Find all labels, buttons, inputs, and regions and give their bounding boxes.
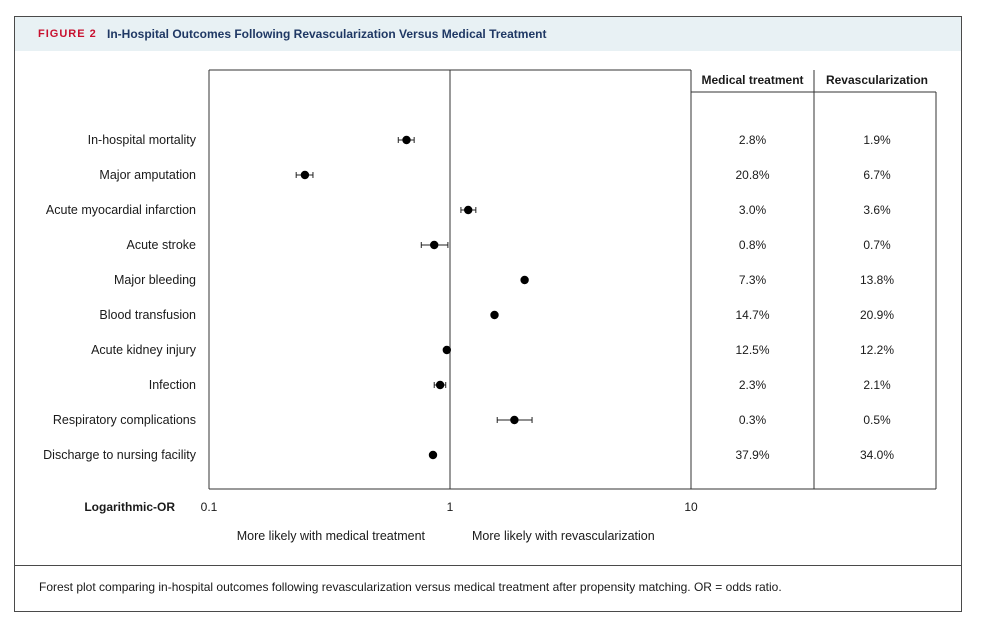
or-point: [510, 415, 519, 425]
figure-label: FIGURE 2: [38, 28, 97, 40]
outcome-label: Acute myocardial infarction: [46, 203, 196, 217]
outcome-label: Major bleeding: [114, 273, 196, 287]
or-point: [402, 135, 411, 145]
table-row: Acute kidney injury 12.5% 12.2%: [91, 343, 894, 357]
revasc-value: 12.2%: [860, 343, 894, 357]
table-row: Discharge to nursing facility 37.9% 34.0%: [43, 448, 894, 462]
table-row: In-hospital mortality 2.8% 1.9%: [88, 133, 891, 147]
x-tick-label: 1: [447, 500, 454, 514]
table-row: Infection 2.3% 2.1%: [149, 378, 891, 392]
outcome-label: Blood transfusion: [99, 308, 196, 322]
outcome-label: Acute kidney injury: [91, 343, 197, 357]
or-point: [464, 205, 473, 215]
or-point: [490, 310, 499, 320]
x-tick-label: 10: [684, 500, 698, 514]
x-tick-label: 0.1: [201, 500, 218, 514]
or-point: [435, 380, 445, 390]
table-row: Respiratory complications 0.3% 0.5%: [53, 413, 891, 427]
figure-caption: Forest plot comparing in-hospital outcom…: [39, 580, 782, 594]
revasc-value: 13.8%: [860, 273, 894, 287]
table-row: Acute myocardial infarction 3.0% 3.6%: [46, 203, 891, 217]
direction-label-revasc: More likely with revascularization: [472, 529, 655, 543]
table-headers: Medical treatment Revascularization: [701, 73, 928, 87]
direction-label-medical: More likely with medical treatment: [237, 529, 426, 543]
table-row: Major amputation 20.8% 6.7%: [99, 168, 891, 182]
or-point: [442, 345, 452, 355]
revasc-value: 20.9%: [860, 308, 894, 322]
revasc-value: 1.9%: [863, 133, 891, 147]
plot-frame: [208, 69, 937, 490]
or-point: [428, 450, 438, 460]
caption-divider: [15, 565, 961, 566]
outcome-label: Acute stroke: [127, 238, 197, 252]
medical-value: 3.0%: [739, 203, 767, 217]
table-row: Major bleeding 7.3% 13.8%: [114, 273, 894, 287]
outcome-label: Infection: [149, 378, 196, 392]
table-row: Acute stroke 0.8% 0.7%: [127, 238, 891, 252]
revasc-value: 34.0%: [860, 448, 894, 462]
revasc-value: 0.7%: [863, 238, 891, 252]
outcome-label: In-hospital mortality: [88, 133, 197, 147]
outcome-label: Discharge to nursing facility: [43, 448, 197, 462]
or-point: [520, 275, 529, 285]
medical-value: 20.8%: [735, 168, 769, 182]
figure-title: In-Hospital Outcomes Following Revascula…: [107, 27, 547, 41]
figure-header: FIGURE 2 In-Hospital Outcomes Following …: [15, 17, 961, 51]
medical-value: 37.9%: [735, 448, 769, 462]
medical-value: 2.3%: [739, 378, 767, 392]
outcome-label: Respiratory complications: [53, 413, 196, 427]
table-row: Blood transfusion 14.7% 20.9%: [99, 308, 894, 322]
or-point: [430, 240, 439, 250]
revasc-value: 0.5%: [863, 413, 891, 427]
x-axis: Logarithmic-OR 0.1 1 10 More likely with med…: [84, 500, 698, 543]
medical-value: 7.3%: [739, 273, 767, 287]
header-medical-treatment: Medical treatment: [701, 73, 803, 87]
x-axis-label: Logarithmic-OR: [84, 500, 175, 514]
revasc-value: 2.1%: [863, 378, 891, 392]
revasc-value: 6.7%: [863, 168, 891, 182]
revasc-value: 3.6%: [863, 203, 891, 217]
outcome-label: Major amputation: [99, 168, 196, 182]
or-point: [300, 170, 310, 180]
medical-value: 0.8%: [739, 238, 767, 252]
medical-value: 2.8%: [739, 133, 767, 147]
medical-value: 14.7%: [735, 308, 769, 322]
header-revascularization: Revascularization: [826, 73, 928, 87]
plot-rows: In-hospital mortality 2.8% 1.9% Major amput…: [43, 133, 894, 462]
medical-value: 0.3%: [739, 413, 767, 427]
figure-frame: FIGURE 2 In-Hospital Outcomes Following …: [14, 16, 962, 612]
medical-value: 12.5%: [735, 343, 769, 357]
